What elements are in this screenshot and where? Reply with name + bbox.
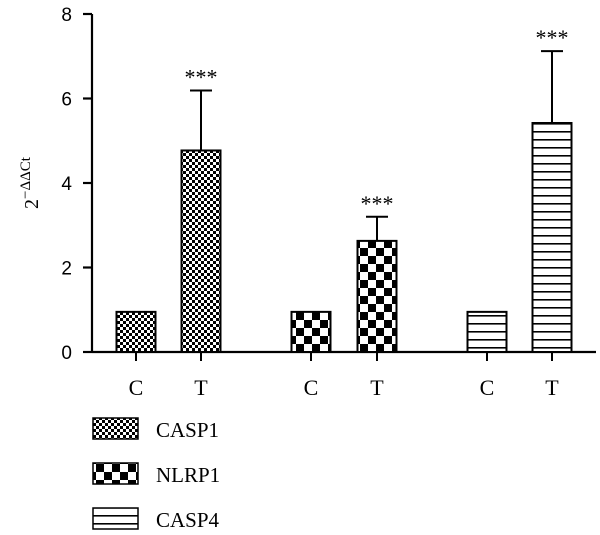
significance-label: *** <box>536 25 569 50</box>
bar-nlrp1-t <box>356 239 398 354</box>
bar-casp4-t <box>531 122 573 353</box>
legend-swatch-casp4 <box>92 507 139 530</box>
y-tick-label: 6 <box>61 90 72 111</box>
bar-casp1-t <box>180 149 222 353</box>
legend-swatch-nlrp1 <box>92 462 139 485</box>
bar-casp1-c <box>115 310 157 353</box>
bar-nlrp1-c <box>290 310 332 353</box>
significance-label: *** <box>185 64 218 89</box>
legend-label: CASP1 <box>156 418 219 442</box>
y-tick-label: 4 <box>61 174 72 195</box>
y-tick-label: 0 <box>61 343 72 364</box>
x-tick-label: T <box>370 375 384 400</box>
significance-label: *** <box>361 191 394 216</box>
legend-label: CASP4 <box>156 508 220 532</box>
y-tick-label: 2 <box>61 259 72 280</box>
bars <box>115 50 573 354</box>
axes: 0 2 4 6 8 2−ΔΔCt <box>18 5 596 364</box>
x-tick-label: C <box>304 375 319 400</box>
y-axis-label: 2−ΔΔCt <box>18 156 43 209</box>
x-tick-label: T <box>545 375 559 400</box>
labels: C *** T C *** T C *** T <box>129 25 569 400</box>
legend-swatch-casp1 <box>92 417 139 440</box>
legend-label: NLRP1 <box>156 463 220 487</box>
x-tick-label: C <box>480 375 495 400</box>
legend: CASP1 NLRP1 CASP4 <box>92 417 220 532</box>
y-tick-label: 8 <box>61 5 72 26</box>
x-tick-label: C <box>129 375 144 400</box>
x-tick-label: T <box>194 375 208 400</box>
bar-casp4-c <box>466 310 508 353</box>
